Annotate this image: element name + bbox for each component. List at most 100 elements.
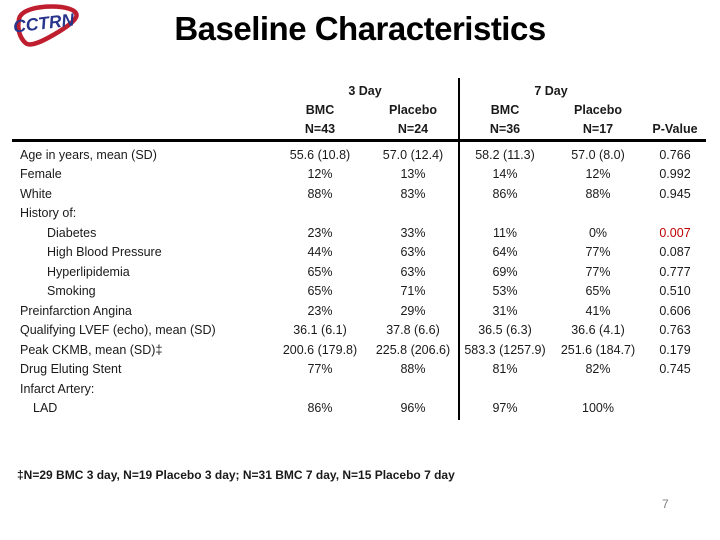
cell-p-value: 0.766 — [659, 147, 691, 162]
table-header: 3 Day 7 Day BMC Placebo BMC Placebo N=43… — [12, 78, 706, 142]
cell-bmc-7day: 58.2 (11.3) — [475, 147, 535, 162]
cell-bmc-3day: 55.6 (10.8) — [289, 147, 351, 162]
cell-bmc-3day: 12% — [307, 167, 333, 182]
table-row: Infarct Artery: — [12, 379, 706, 399]
col-header-placebo-7day: Placebo — [574, 103, 622, 117]
col-n-placebo-3day: N=24 — [397, 122, 429, 136]
table-body: Age in years, mean (SD) 55.6 (10.8) 57.0… — [12, 142, 706, 418]
table-row: Smoking 65% 71% 53% 65% 0.510 — [12, 282, 706, 302]
table-row: Drug Eluting Stent 77% 88% 81% 82% 0.745 — [12, 360, 706, 380]
cell-placebo-3day: 96% — [400, 401, 426, 416]
table-row: Female 12% 13% 14% 12% 0.992 — [12, 165, 706, 185]
cell-placebo-7day: 41% — [585, 303, 611, 318]
cell-placebo-3day: 37.8 (6.6) — [386, 323, 440, 338]
cell-p-value: 0.992 — [659, 167, 691, 182]
cell-placebo-3day: 88% — [400, 362, 426, 377]
cell-bmc-3day: 86% — [307, 401, 333, 416]
baseline-characteristics-table: 3 Day 7 Day BMC Placebo BMC Placebo N=43… — [12, 78, 706, 420]
col-n-placebo-7day: N=17 — [582, 122, 614, 136]
col-n-bmc-7day: N=36 — [489, 122, 521, 136]
cell-placebo-3day: 13% — [400, 167, 426, 182]
col-header-p-value: P-Value — [652, 122, 698, 136]
group-header-3day: 3 Day — [348, 84, 382, 98]
row-label: Smoking — [47, 284, 96, 299]
row-label: Preinfarction Angina — [20, 303, 132, 318]
row-label: Drug Eluting Stent — [20, 362, 122, 377]
cell-bmc-7day: 64% — [492, 245, 518, 260]
cell-p-value: 0.179 — [659, 342, 691, 357]
table-row: Hyperlipidemia 65% 63% 69% 77% 0.777 — [12, 262, 706, 282]
cell-bmc-7day: 69% — [492, 264, 518, 279]
cell-bmc-7day: 14% — [492, 167, 518, 182]
cell-bmc-3day: 23% — [307, 303, 333, 318]
cell-p-value: 0.007 — [659, 225, 691, 240]
cell-placebo-7day: 77% — [585, 264, 611, 279]
row-label: White — [20, 186, 52, 201]
table-row: White 88% 83% 86% 88% 0.945 — [12, 184, 706, 204]
cell-placebo-7day: 100% — [582, 401, 614, 416]
row-label: High Blood Pressure — [47, 245, 162, 260]
cell-placebo-7day: 0% — [588, 225, 608, 240]
row-label: Hyperlipidemia — [47, 264, 130, 279]
cell-placebo-3day: 29% — [400, 303, 426, 318]
cell-placebo-7day: 88% — [585, 186, 611, 201]
cell-p-value: 0.606 — [659, 303, 691, 318]
row-label: Qualifying LVEF (echo), mean (SD) — [20, 323, 216, 338]
group-divider-line — [458, 78, 460, 420]
table-row: History of: — [12, 204, 706, 224]
col-header-placebo-3day: Placebo — [389, 103, 437, 117]
cell-placebo-7day: 65% — [585, 284, 611, 299]
cell-bmc-7day: 86% — [492, 186, 518, 201]
cctrn-logo-icon: CCTRN — [12, 4, 79, 47]
table-row: Age in years, mean (SD) 55.6 (10.8) 57.0… — [12, 145, 706, 165]
row-label: Peak CKMB, mean (SD)‡ — [20, 342, 163, 357]
row-label: Diabetes — [47, 225, 97, 240]
cell-bmc-7day: 31% — [492, 303, 518, 318]
cell-placebo-3day: 33% — [400, 225, 426, 240]
table-row: Diabetes 23% 33% 11% 0% 0.007 — [12, 223, 706, 243]
col-header-bmc-7day: BMC — [490, 103, 520, 117]
cell-placebo-3day: 83% — [400, 186, 426, 201]
cell-bmc-7day: 81% — [492, 362, 518, 377]
cell-bmc-3day: 77% — [307, 362, 333, 377]
cell-placebo-7day: 36.6 (4.1) — [571, 323, 625, 338]
cell-placebo-3day: 63% — [400, 264, 426, 279]
cell-p-value: 0.745 — [659, 362, 691, 377]
table-row: Qualifying LVEF (echo), mean (SD) 36.1 (… — [12, 321, 706, 341]
cell-bmc-3day: 23% — [307, 225, 333, 240]
row-label: Infarct Artery: — [20, 381, 95, 396]
cctrn-logo: CCTRN — [6, 3, 82, 58]
cell-placebo-7day: 251.6 (184.7) — [560, 342, 636, 357]
page-title: Baseline Characteristics — [174, 10, 546, 47]
cell-bmc-7day: 53% — [492, 284, 518, 299]
col-header-bmc-3day: BMC — [305, 103, 335, 117]
cell-bmc-3day: 65% — [307, 264, 333, 279]
cell-p-value: 0.763 — [659, 323, 691, 338]
row-label: History of: — [20, 206, 77, 221]
cell-bmc-7day: 583.3 (1257.9) — [464, 342, 546, 357]
cell-bmc-3day: 88% — [307, 186, 333, 201]
cell-placebo-7day: 12% — [585, 167, 611, 182]
cell-bmc-3day: 65% — [307, 284, 333, 299]
cell-bmc-7day: 97% — [492, 401, 518, 416]
cell-p-value: 0.945 — [659, 186, 691, 201]
cell-bmc-3day: 36.1 (6.1) — [293, 323, 347, 338]
cell-placebo-3day: 225.8 (206.6) — [375, 342, 451, 357]
table-row: Preinfarction Angina 23% 29% 31% 41% 0.6… — [12, 301, 706, 321]
col-n-bmc-3day: N=43 — [304, 122, 336, 136]
row-label: Age in years, mean (SD) — [20, 147, 157, 162]
cell-placebo-7day: 57.0 (8.0) — [571, 147, 625, 162]
row-label: LAD — [33, 401, 58, 416]
cell-placebo-3day: 63% — [400, 245, 426, 260]
cell-placebo-3day: 57.0 (12.4) — [382, 147, 444, 162]
table-row: Peak CKMB, mean (SD)‡ 200.6 (179.8) 225.… — [12, 340, 706, 360]
cell-bmc-3day: 44% — [307, 245, 333, 260]
footnote: ‡N=29 BMC 3 day, N=19 Placebo 3 day; N=3… — [17, 468, 455, 482]
cell-p-value: 0.087 — [659, 245, 691, 260]
cell-bmc-7day: 36.5 (6.3) — [478, 323, 532, 338]
cell-p-value: 0.777 — [659, 264, 691, 279]
cell-bmc-3day: 200.6 (179.8) — [282, 342, 358, 357]
table-row: LAD 86% 96% 97% 100% — [12, 399, 706, 419]
page-number: 7 — [662, 497, 669, 511]
